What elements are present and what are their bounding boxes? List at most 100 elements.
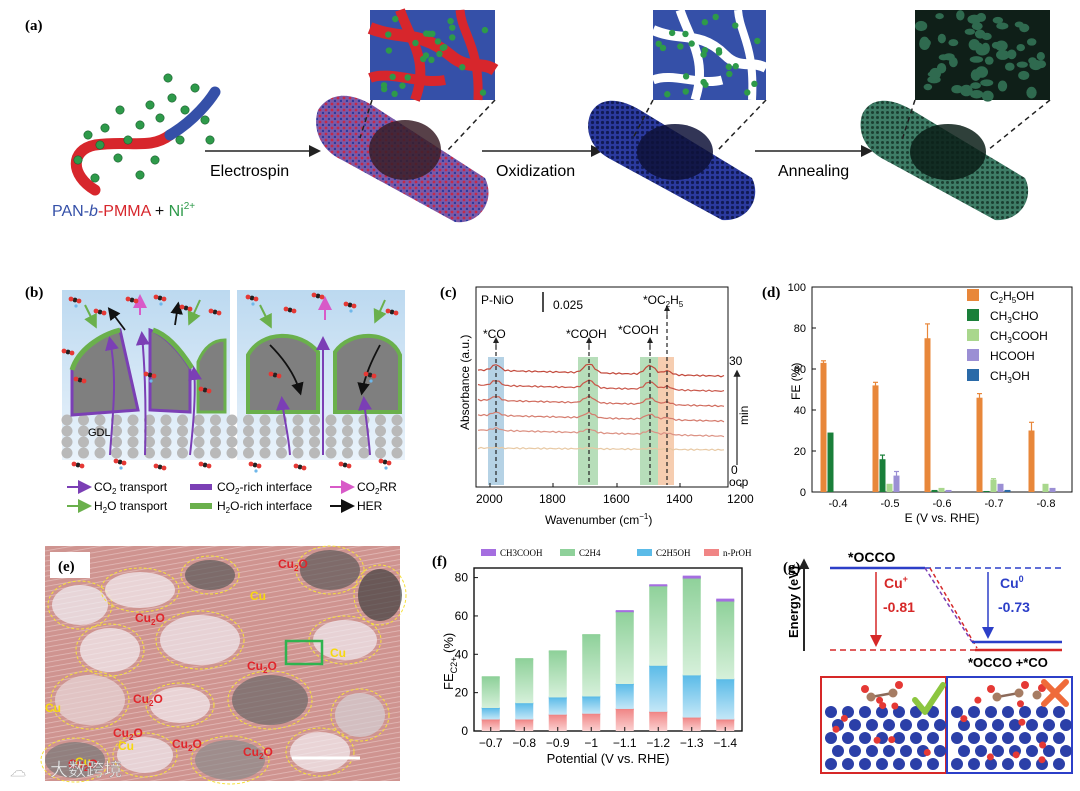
cu-atom [975, 719, 987, 731]
ni-ion [73, 155, 83, 165]
band-oc2h5 [658, 357, 674, 485]
carbon-particle [997, 80, 1008, 92]
cu-atom [1019, 732, 1031, 744]
state-occo-co: *OCCO +*CO [968, 655, 1048, 670]
bar-f [481, 719, 500, 731]
gdl-particle [61, 447, 73, 459]
ni-ion [655, 40, 662, 47]
x-tick-label-c: 1600 [603, 492, 630, 506]
legend-co2-transport: CO2 transport [94, 480, 168, 496]
grain-boundary [40, 737, 110, 783]
cu-atom [842, 758, 854, 770]
grain-boundary [155, 610, 245, 670]
grain-region [55, 675, 125, 725]
molecule [113, 458, 127, 470]
ni-ion [725, 63, 733, 70]
grain-boundary [308, 615, 382, 665]
cu-atom [985, 758, 997, 770]
carbon-particle [981, 90, 994, 102]
energy-axis-label: Energy (eV) [786, 566, 801, 638]
carbon-particle [948, 39, 959, 47]
cu-atom [975, 745, 987, 757]
molecule [283, 306, 297, 314]
ni-ion [389, 73, 396, 81]
gdl-particle [292, 425, 304, 437]
grain-region [358, 569, 402, 621]
carbon-particle [964, 28, 975, 35]
bar-d [931, 489, 938, 492]
c-atom [888, 688, 898, 698]
cu-atom [917, 719, 929, 731]
ni-ion [95, 140, 105, 150]
x-tick-label-f: −1.3 [680, 736, 704, 750]
bar-d [990, 479, 997, 492]
plot-frame-f [473, 567, 743, 732]
step-electrospin: Electrospin [210, 163, 289, 180]
legend-label-f: C2H4 [579, 548, 601, 558]
gdl-particle [144, 425, 155, 437]
gdl-particle [160, 447, 172, 459]
bar-f [649, 665, 668, 712]
ni-ion [123, 135, 133, 145]
ni-ion [428, 56, 435, 64]
molecule [268, 371, 282, 379]
scale-bar-value: 0.025 [553, 298, 583, 312]
gdl-particle [276, 436, 287, 448]
carbon-particle [1019, 23, 1030, 33]
x-tick-label-f: −1 [584, 736, 598, 750]
carbon-particle [991, 41, 1001, 49]
y-axis-label-c: Absorbance (a.u.) [458, 335, 472, 430]
gdl-particle [325, 447, 337, 459]
gdl-particle [375, 425, 386, 437]
ir-spectrum [477, 411, 725, 423]
ni-ion [744, 89, 751, 96]
cu-atom [958, 719, 970, 731]
gdl-particle [193, 436, 205, 448]
cu-plus-energy: -0.81 [883, 599, 915, 615]
label-cu: Cu [75, 755, 91, 769]
carbon-particle [970, 89, 984, 99]
bar-d [976, 397, 983, 492]
gdl-particle [177, 436, 188, 448]
bar-f [649, 586, 668, 666]
panel-b: (b) GDL CO2 tr [25, 285, 405, 515]
bar-f [615, 612, 634, 685]
y-tick-label-d: 80 [794, 323, 806, 335]
bar-f [682, 675, 701, 718]
ir-spectrum [477, 363, 725, 378]
panel-g: (g) Energy (eV) *OCCO Cu+ -0.81 Cu0 -0.7… [783, 549, 1073, 774]
ni-ion [688, 40, 695, 47]
y-axis-label-d: FE (%) [789, 363, 803, 400]
molecule [363, 371, 377, 383]
grain-boundary [75, 623, 145, 677]
grain-region [195, 740, 265, 780]
bar-f [515, 659, 534, 704]
bar-f [615, 708, 634, 731]
ir-spectrum [477, 426, 725, 438]
c-atom [1014, 688, 1024, 698]
cu-atom [1043, 745, 1055, 757]
o-atom [840, 714, 848, 722]
label-cu: Cu [330, 646, 346, 660]
ni-ion [712, 13, 719, 21]
ni-ion [155, 113, 165, 123]
label-cu: Cu [250, 589, 266, 603]
grain-region [150, 687, 210, 723]
gdl-particle [144, 414, 155, 426]
gdl-particle [391, 436, 403, 448]
carbon-particle [992, 16, 1004, 24]
gdl-particle [259, 436, 271, 448]
x-tick-label-d: -0.4 [829, 498, 848, 510]
ni-ion [449, 34, 456, 41]
gdl-particle [226, 414, 238, 426]
cu-atom [951, 706, 963, 718]
molecule [61, 348, 75, 356]
gdl-particle [325, 436, 337, 448]
bar-d [1028, 430, 1035, 492]
cu-atom [1053, 732, 1065, 744]
ni-ion [150, 155, 160, 165]
gdl-particle [375, 436, 386, 448]
grain-boundary [100, 567, 180, 613]
legend-swatch-f [704, 549, 719, 556]
cu-atom [1053, 758, 1065, 770]
